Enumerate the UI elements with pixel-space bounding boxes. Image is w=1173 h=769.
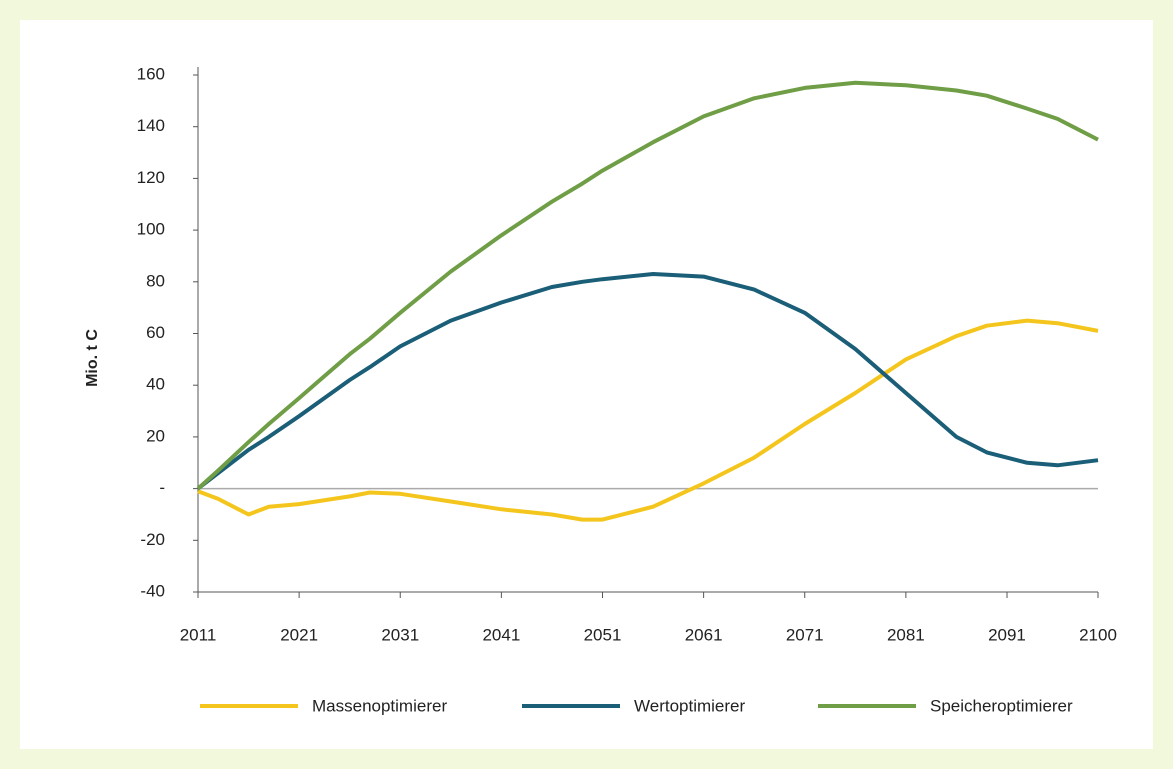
x-tick-label: 2071 — [786, 625, 824, 644]
x-tick-label: 2091 — [988, 625, 1026, 644]
series-line — [196, 80, 1099, 491]
x-tick-label: 2100 — [1079, 625, 1117, 644]
y-tick-label: 160 — [137, 64, 165, 83]
y-tick-label: 100 — [137, 220, 165, 239]
y-tick-label: 140 — [137, 116, 165, 135]
series-line — [197, 318, 1099, 522]
panel — [20, 20, 1153, 749]
x-tick-label: 2061 — [685, 625, 723, 644]
y-axis-label: Mio. t C — [84, 329, 101, 387]
legend-label: Massenoptimierer — [312, 696, 447, 715]
x-tick-label: 2031 — [381, 625, 419, 644]
legend-label: Wertoptimierer — [634, 696, 745, 715]
y-tick-label: -40 — [140, 581, 165, 600]
y-tick-label: 120 — [137, 168, 165, 187]
y-tick-label: - — [159, 478, 165, 497]
y-tick-label: 20 — [146, 426, 165, 445]
x-tick-label: 2021 — [280, 625, 318, 644]
series-line — [196, 272, 1099, 491]
y-tick-label: 80 — [146, 271, 165, 290]
x-tick-label: 2081 — [887, 625, 925, 644]
y-tick-label: 60 — [146, 323, 165, 342]
x-tick-label: 2011 — [180, 625, 217, 644]
y-tick-label: -20 — [140, 530, 165, 549]
legend-label: Speicheroptimierer — [930, 696, 1073, 715]
y-tick-label: 40 — [146, 375, 165, 394]
x-tick-label: 2041 — [482, 625, 520, 644]
x-tick-label: 2051 — [584, 625, 622, 644]
